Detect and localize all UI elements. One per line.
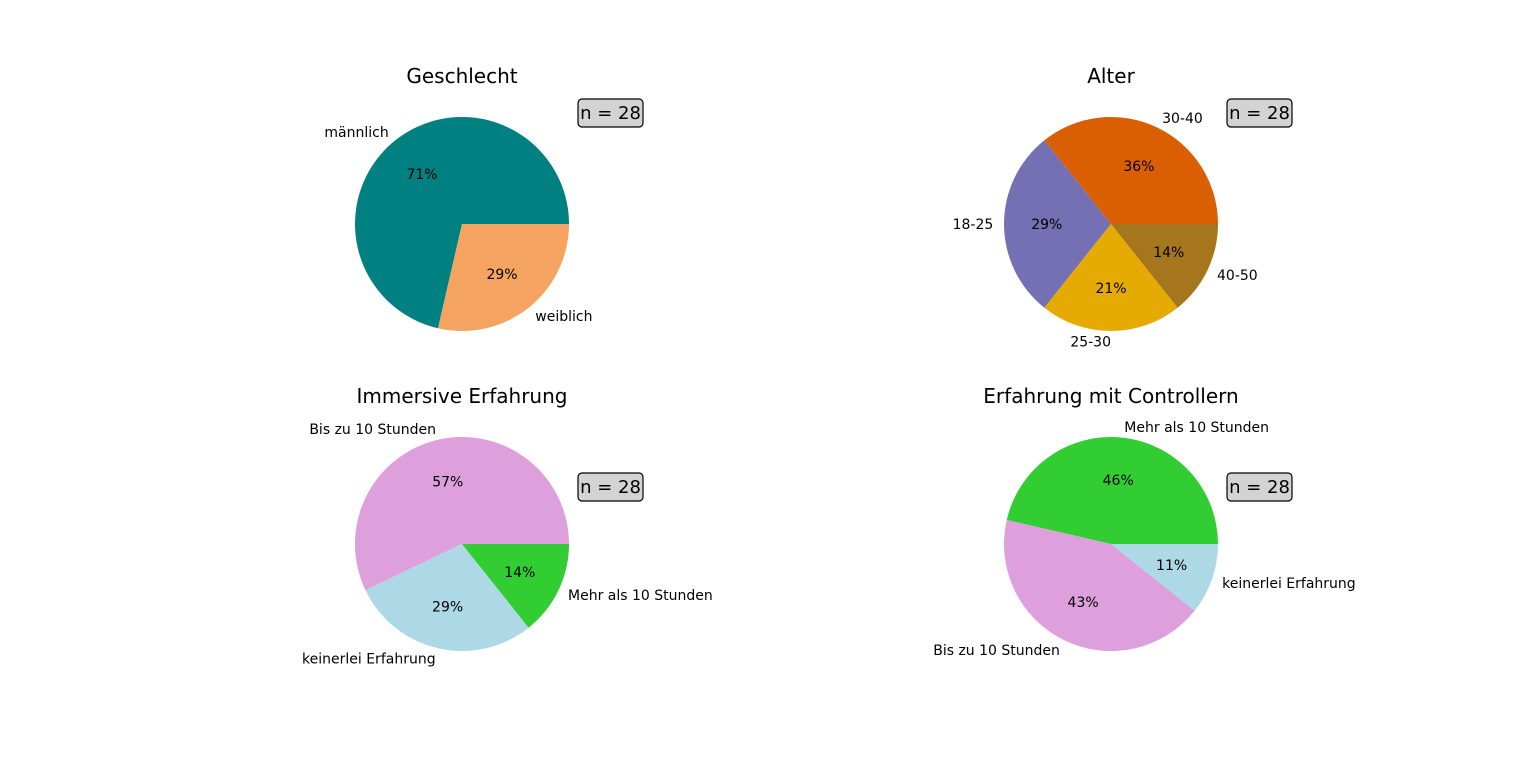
pie-slice <box>1004 520 1195 652</box>
pie-slice <box>462 544 569 628</box>
slice-category-label: 18-25 <box>953 217 994 233</box>
n-badge: n = 28 <box>1226 98 1293 128</box>
pie-slice <box>365 544 529 652</box>
slice-category-label: 40-50 <box>1217 268 1258 284</box>
pie-slice <box>1003 140 1111 308</box>
n-badge: n = 28 <box>577 472 644 502</box>
slice-percent-label: 11% <box>1156 558 1187 574</box>
chart-title: Erfahrung mit Controllern <box>983 384 1238 408</box>
n-badge-label: n = 28 <box>1229 103 1290 124</box>
slice-percent-label: 29% <box>432 600 463 616</box>
pie-slice <box>1044 224 1178 332</box>
slice-category-label: keinerlei Erfahrung <box>1222 576 1356 592</box>
slice-category-label: Bis zu 10 Stunden <box>933 643 1060 659</box>
slice-percent-label: 14% <box>1153 245 1184 261</box>
pie-slice <box>354 437 569 591</box>
chart-title: Alter <box>1087 64 1135 88</box>
n-badge: n = 28 <box>577 98 644 128</box>
chart-geschlecht: Geschlecht 71% männlich 29% weiblich n = 28 <box>324 64 644 331</box>
slice-percent-label: 46% <box>1103 473 1134 489</box>
chart-erfahrung-mit-controllern: Erfahrung mit Controllern 46% Mehr als 10… <box>933 384 1355 659</box>
slice-category-label: keinerlei Erfahrung <box>302 652 436 668</box>
slice-category-label: weiblich <box>535 309 592 325</box>
pie-slice <box>1111 544 1218 611</box>
pie-slice <box>354 116 569 329</box>
slice-percent-label: 21% <box>1095 281 1126 297</box>
slice-percent-label: 29% <box>486 267 517 283</box>
n-badge-box <box>1226 472 1293 502</box>
n-badge: n = 28 <box>1226 472 1293 502</box>
slice-category-label: 30-40 <box>1162 111 1203 127</box>
n-badge-box <box>577 472 644 502</box>
n-badge-box <box>577 98 644 128</box>
n-badge-label: n = 28 <box>1229 477 1290 498</box>
chart-title: Immersive Erfahrung <box>357 384 568 408</box>
n-badge-label: n = 28 <box>580 477 641 498</box>
slice-percent-label: 71% <box>406 167 437 183</box>
slice-category-label: 25-30 <box>1070 335 1111 351</box>
pie-slice <box>1006 437 1218 544</box>
slice-category-label: Mehr als 10 Stunden <box>568 588 713 604</box>
pie-slice <box>1111 224 1218 308</box>
pie-slice <box>438 224 569 331</box>
slice-category-label: Bis zu 10 Stunden <box>309 422 436 438</box>
slice-percent-label: 57% <box>432 474 463 490</box>
slice-percent-label: 43% <box>1068 595 1099 611</box>
n-badge-label: n = 28 <box>580 103 641 124</box>
n-badge-box <box>1226 98 1293 128</box>
chart-alter: Alter 36% 30-40 29% 18-25 21% 25-30 14% 40-50 n… <box>953 64 1293 351</box>
slice-percent-label: 29% <box>1031 217 1062 233</box>
chart-immersive-erfahrung: Immersive Erfahrung 57% Bis zu 10 Stunden… <box>302 384 713 668</box>
slice-percent-label: 36% <box>1123 159 1154 175</box>
chart-title: Geschlecht <box>406 64 517 88</box>
slice-category-label: Mehr als 10 Stunden <box>1124 420 1269 436</box>
slice-percent-label: 14% <box>504 565 535 581</box>
pie-slice <box>1044 116 1218 224</box>
slice-category-label: männlich <box>324 125 388 141</box>
